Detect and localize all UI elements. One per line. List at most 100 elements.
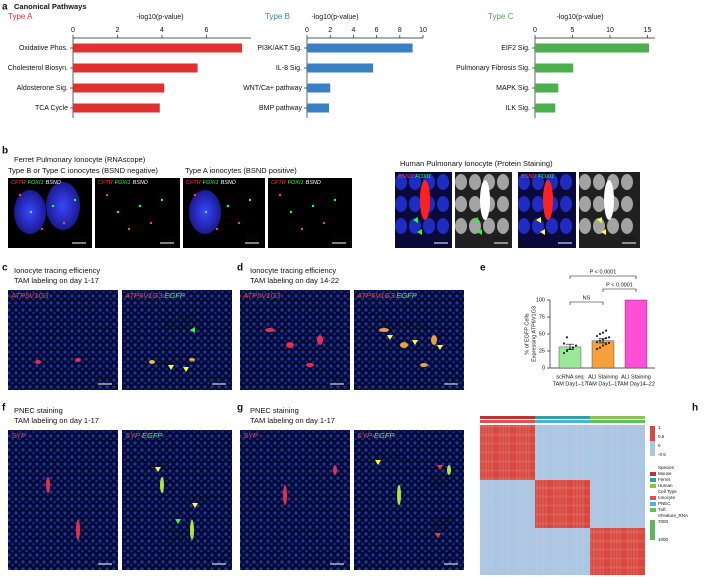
x-tick-label: 6 (375, 27, 379, 34)
scale-tick: 7000 (658, 519, 669, 524)
heatmap-block (590, 480, 645, 528)
category-label: ALI Staining (588, 374, 618, 380)
image-text: 50 μm (329, 556, 345, 562)
data-point (607, 341, 611, 344)
annotation-bar (590, 420, 645, 423)
stain-label: ATP6V1G3 EGFP (124, 291, 185, 300)
annotation: P < 0.0001 (590, 269, 617, 275)
cell (395, 218, 407, 234)
bracket (569, 275, 637, 279)
legend-text: Human (658, 483, 673, 488)
stain-label: CFTR FOXI1 BSND (11, 180, 61, 186)
stain-name: FOXI1 (538, 174, 554, 180)
cell (400, 342, 408, 348)
image-text: 10 μm (621, 235, 637, 241)
micrograph (122, 430, 232, 570)
cell (286, 342, 294, 348)
stain-name: CFTR (186, 180, 201, 186)
micrograph (354, 430, 464, 570)
cell (333, 465, 337, 475)
image-text: Traced PNEC (183, 497, 217, 503)
legend-text: Species (658, 465, 675, 470)
cell (193, 193, 197, 197)
heading: Ionocyte tracing efficiency (14, 266, 100, 275)
legend-text: Tuft (658, 507, 666, 512)
cell (437, 196, 449, 212)
axis-label: -log10(p-value) (556, 14, 603, 21)
x-tick-label: 0 (305, 27, 309, 34)
chart-title: Type B (265, 12, 290, 21)
legend-text: PNEC (658, 501, 671, 506)
cell (543, 180, 553, 220)
stain-label: SYP EGFP (357, 431, 394, 440)
cell (265, 328, 275, 332)
cell (560, 174, 572, 190)
cell (46, 182, 80, 230)
arrow (183, 367, 189, 372)
cell (593, 196, 605, 212)
image-text: 50 μm (97, 376, 113, 382)
image-text: PNEC (432, 525, 447, 531)
legend-swatch (650, 478, 656, 482)
cell (518, 174, 530, 190)
cell (497, 196, 509, 212)
image-text: 50 μm (443, 556, 459, 562)
heatmap-block (535, 528, 590, 575)
image-text: PNEC (432, 483, 447, 489)
panel-label: c (2, 263, 8, 274)
data-point (571, 346, 575, 349)
bar (535, 63, 574, 73)
heatmap-block (590, 528, 645, 575)
stain-name: EGFP (374, 431, 394, 440)
panel-label: h (692, 403, 698, 414)
cell (306, 363, 314, 367)
cell (51, 204, 55, 208)
stain-name: FOXI1 (28, 180, 44, 186)
image-text: Untraced (429, 475, 451, 481)
arrow (540, 229, 545, 235)
cell (379, 328, 389, 332)
arrow (412, 340, 418, 345)
cell (431, 335, 437, 345)
annotation-bar (480, 420, 535, 423)
arrow (437, 345, 443, 350)
stain-name: SYP (11, 431, 26, 440)
image-text: 5 μm (333, 235, 346, 241)
stain-name: BSND (133, 180, 148, 186)
arrow (435, 533, 441, 538)
stain-label: ATP6V1G3 (242, 291, 281, 300)
category-label: TAM Day1–17 (586, 381, 621, 387)
bar (624, 299, 648, 369)
cell (397, 485, 401, 505)
bracket (569, 301, 604, 305)
bar (535, 83, 559, 93)
x-tick-label: 10 (606, 27, 614, 34)
cell (455, 218, 467, 234)
stain-name: CFTR (11, 180, 26, 186)
panel-label: b (2, 146, 8, 157)
cell (447, 465, 451, 475)
image-text: Traced Ionocytes (384, 322, 426, 328)
stain-label: SYP (243, 431, 258, 440)
bar (307, 63, 374, 73)
data-point (604, 343, 608, 346)
data-point (595, 347, 599, 351)
stain-name: ATP6V1G3 (10, 291, 49, 300)
data-point (598, 346, 602, 349)
annotation-bar (535, 416, 590, 419)
subheading: Type A ionocytes (BSND positive) (185, 166, 297, 175)
x-tick-label: 15 (644, 27, 652, 34)
cell (189, 358, 195, 362)
bar (307, 43, 413, 53)
cell (621, 218, 633, 234)
x-tick-label: 0 (71, 27, 75, 34)
heading: Canonical Pathways (14, 2, 87, 11)
micrograph (8, 290, 118, 390)
color-scale (650, 520, 655, 540)
arrow (437, 465, 443, 470)
cell (138, 204, 142, 208)
x-tick-label: 4 (160, 27, 164, 34)
cell (518, 218, 530, 234)
micrograph (240, 290, 350, 390)
